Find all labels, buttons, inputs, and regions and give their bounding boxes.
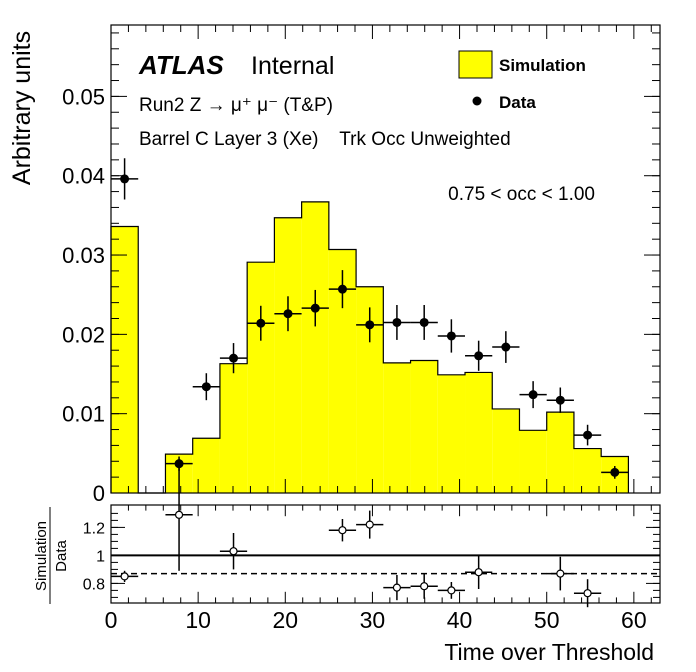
simulation-bar	[465, 372, 493, 493]
simulation-bar	[492, 408, 520, 493]
data-point	[310, 303, 320, 313]
ratio-y-tick-label: 1.2	[83, 520, 105, 537]
legend: Simulation Data	[458, 50, 586, 112]
data-point	[201, 382, 211, 392]
main-y-tick-label: 0	[93, 481, 105, 506]
atlas-label: ATLAS	[138, 50, 224, 80]
ratio-point	[392, 583, 402, 592]
legend-data-marker	[472, 96, 482, 106]
simulation-outline	[110, 201, 630, 494]
simulation-histogram	[110, 201, 630, 494]
ratio-x-tick-label: 60	[621, 607, 647, 633]
ratio-point	[556, 569, 565, 578]
main-x-ticks	[110, 25, 652, 493]
data-point	[610, 467, 620, 477]
ratio-point	[583, 589, 592, 598]
ratio-point	[365, 520, 374, 529]
data-point	[419, 317, 429, 327]
selection-label: Barrel C Layer 3 (Xe) Trk Occ Unweighted	[139, 129, 511, 150]
data-point	[283, 309, 293, 319]
ratio-point	[229, 547, 238, 556]
ratio-x-tick-label: 40	[447, 607, 473, 633]
ratio-x-tick-label: 10	[185, 607, 211, 633]
legend-simulation-label: Simulation	[499, 56, 586, 75]
simulation-bar	[437, 374, 466, 493]
ratio-point	[174, 510, 184, 519]
simulation-bar	[573, 448, 602, 493]
ratio-y-tick-label: 0.8	[83, 576, 105, 593]
simulation-bar	[301, 201, 329, 494]
simulation-bar	[274, 217, 302, 493]
data-point	[337, 284, 347, 294]
main-y-tick-label: 0.03	[62, 243, 105, 268]
data-point	[446, 331, 456, 341]
simulation-bar	[247, 262, 275, 493]
legend-simulation-swatch	[458, 50, 493, 79]
internal-label: Internal	[251, 52, 334, 80]
process-label: Run2 Z → μ⁺ μ⁻ (T&P)	[139, 95, 333, 116]
simulation-bar	[111, 226, 139, 493]
ratio-x-tick-label: 20	[272, 607, 298, 633]
main-y-tick-label: 0.05	[62, 84, 105, 109]
data-point	[229, 353, 239, 363]
ratio-point	[120, 572, 129, 581]
simulation-bar	[219, 363, 248, 493]
data-point	[365, 320, 375, 330]
legend-data-label: Data	[499, 93, 536, 112]
data-point	[583, 430, 593, 440]
data-points	[110, 158, 629, 479]
simulation-bar	[546, 412, 574, 493]
ratio-y-tick-label: 1	[96, 548, 105, 565]
main-panel: 0 0.01 0.02 0.03 0.04 0.05 Arbitrary units AT…	[8, 24, 661, 506]
ratio-point	[447, 586, 456, 595]
simulation-bar	[383, 362, 411, 493]
simulation-bar	[410, 360, 438, 493]
ratio-x-axis: 0 10 20 30 40 50 60	[105, 505, 652, 633]
data-point	[474, 351, 484, 361]
data-point	[256, 318, 266, 328]
ratio-x-tick-label: 30	[360, 607, 386, 633]
simulation-bar	[192, 438, 220, 493]
ratio-y-axis: 0.8 1 1.2	[83, 512, 660, 598]
data-point	[501, 342, 511, 352]
data-point	[528, 390, 538, 400]
ratio-point	[420, 582, 429, 591]
ratio-plot-frame	[110, 504, 661, 604]
main-y-axis: 0 0.01 0.02 0.03 0.04 0.05	[62, 32, 660, 506]
ratio-x-tick-label: 50	[534, 607, 560, 633]
data-point	[120, 174, 130, 184]
x-axis-label: Time over Threshold	[444, 639, 654, 665]
main-plot-frame	[110, 24, 661, 494]
data-point	[392, 317, 402, 327]
ratio-point	[338, 526, 347, 535]
ratio-point	[474, 568, 483, 577]
simulation-bar	[519, 430, 547, 493]
ratio-x-tick-label: 0	[105, 607, 118, 633]
ratio-y-label-numerator: Simulation	[33, 521, 50, 591]
ratio-y-label-denominator: Data	[53, 540, 70, 572]
main-y-axis-label: Arbitrary units	[8, 31, 36, 185]
data-point	[555, 395, 565, 405]
ratio-points	[110, 458, 602, 608]
main-y-tick-label: 0.02	[62, 322, 105, 347]
occupancy-range-label: 0.75 < occ < 1.00	[448, 184, 595, 205]
ratio-reference-lines	[111, 554, 660, 575]
main-y-tick-label: 0.04	[62, 164, 105, 189]
main-y-tick-label: 0.01	[62, 402, 105, 427]
ratio-panel: 0.8 1 1.2 0 10 20 30 40 50 60 Simulation Data Ti…	[33, 458, 661, 665]
